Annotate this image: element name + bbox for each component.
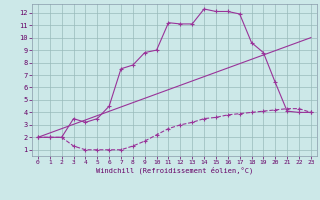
X-axis label: Windchill (Refroidissement éolien,°C): Windchill (Refroidissement éolien,°C): [96, 167, 253, 174]
